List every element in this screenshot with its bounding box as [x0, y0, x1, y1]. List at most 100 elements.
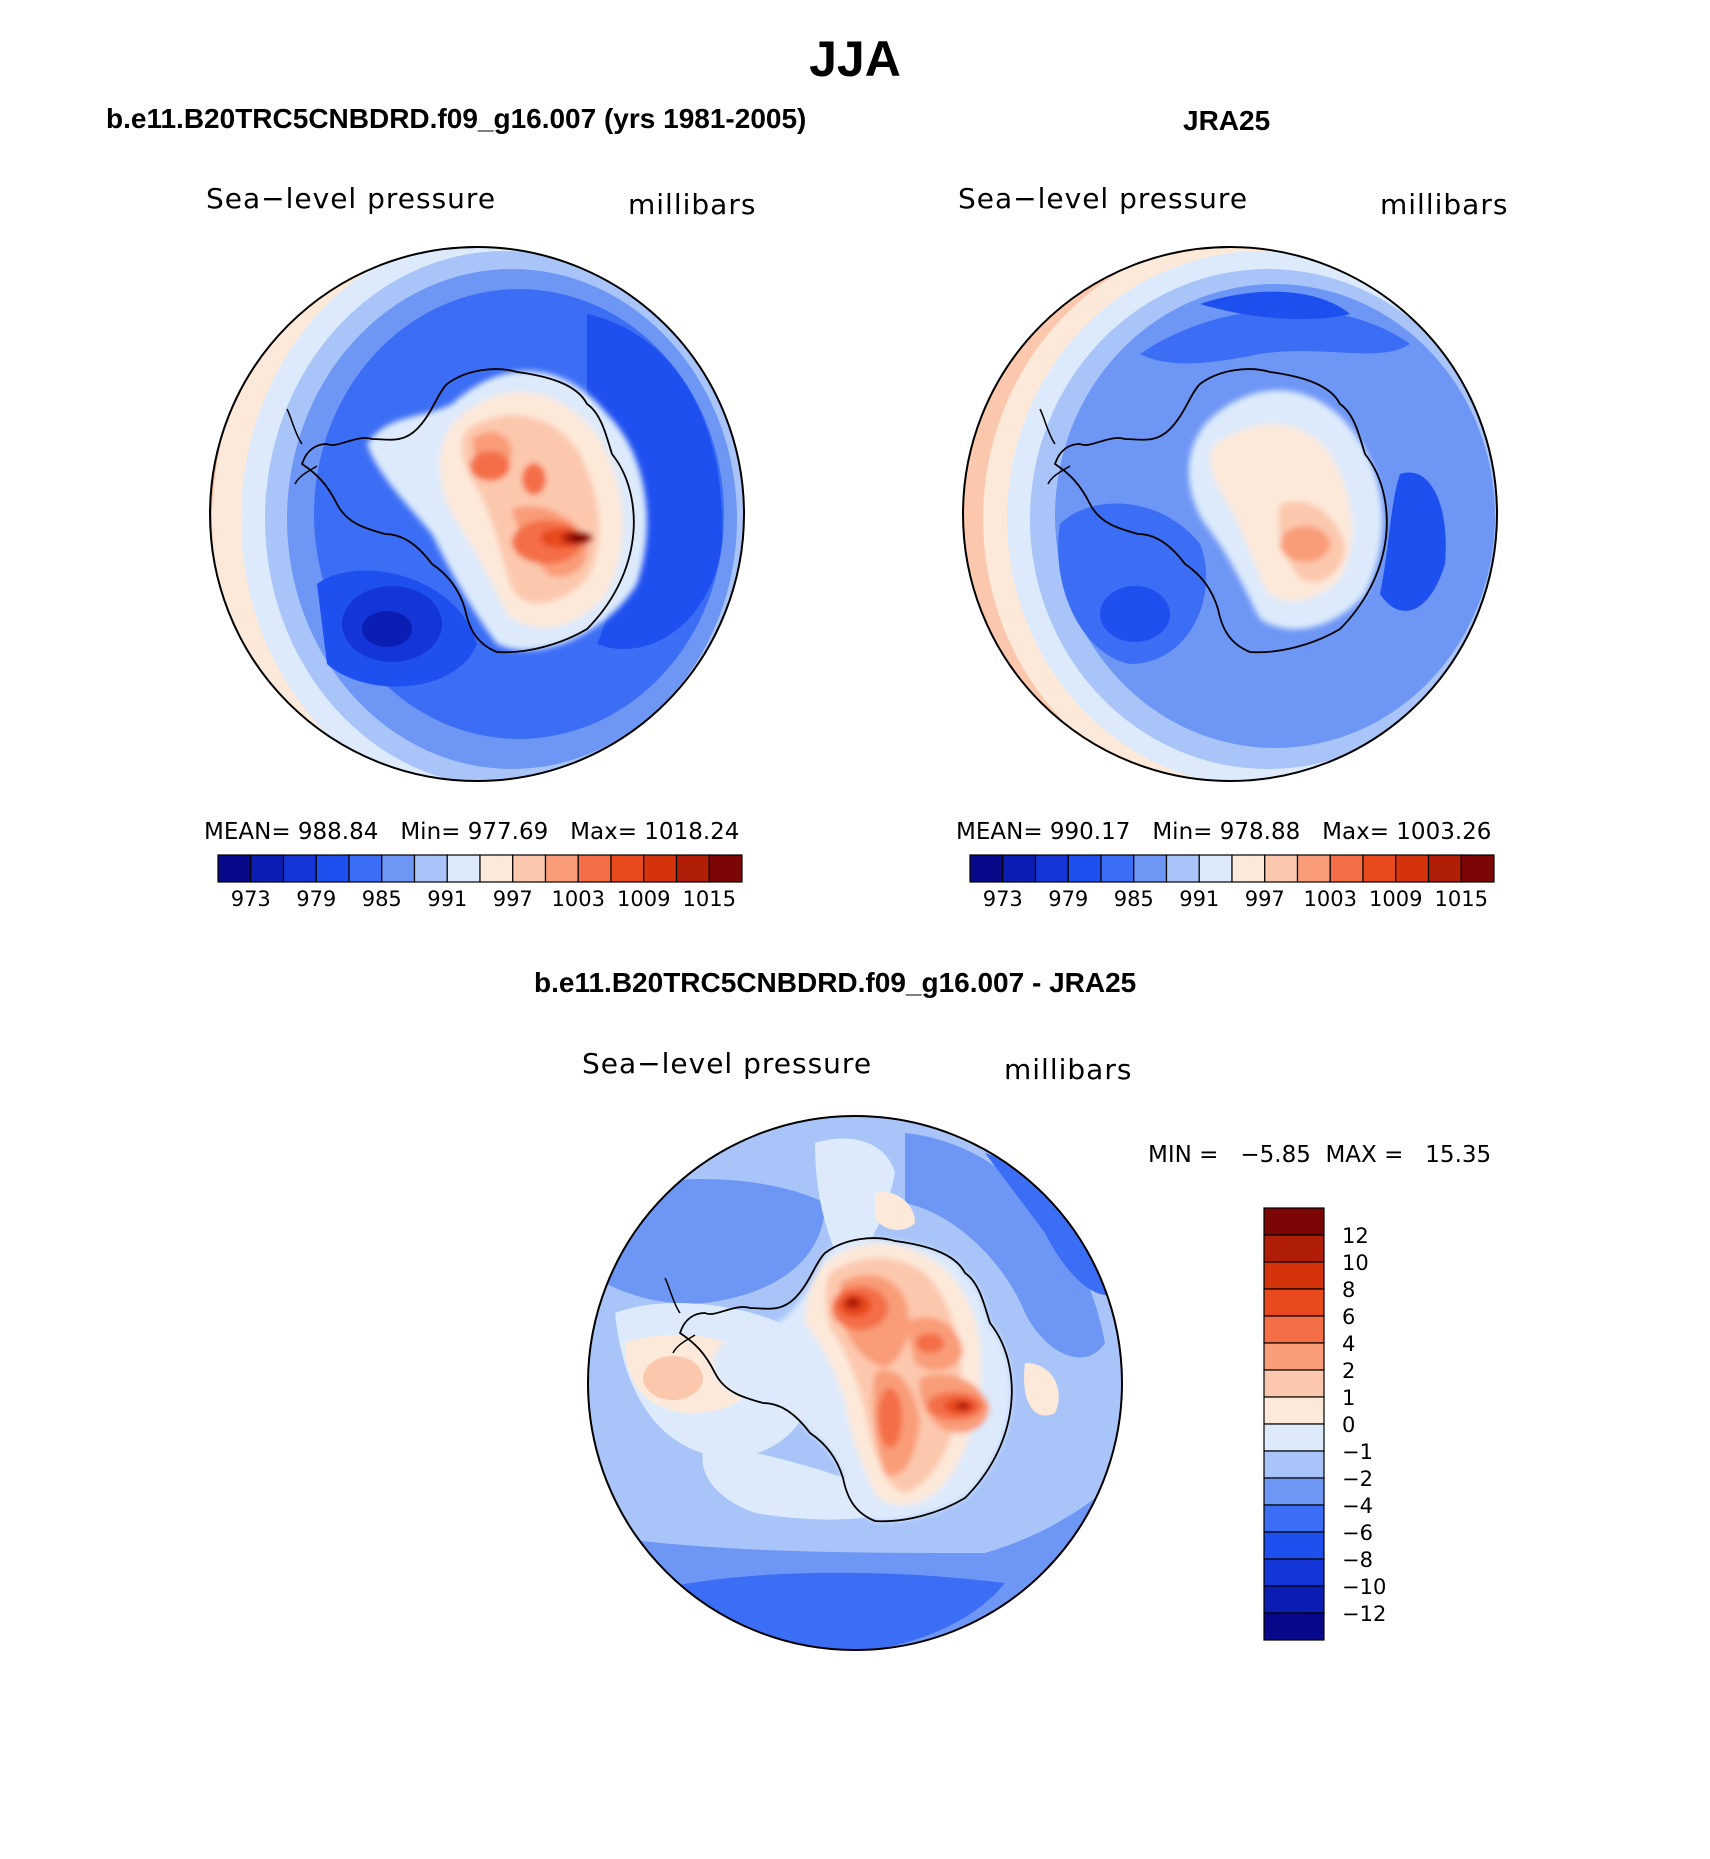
model-colorbar-box [577, 854, 612, 883]
obs-colorbar-box [1329, 854, 1364, 883]
obs-colorbar-box [1264, 854, 1299, 883]
obs-colorbar-box [1427, 854, 1462, 883]
model-colorbar: 973 979 985 991 997 1003 1009 1015 [217, 854, 743, 911]
diff-colorbar-tick-label: 10 [1342, 1251, 1369, 1275]
model-colorbar-box [282, 854, 317, 883]
model-max-label: Max= [570, 819, 637, 845]
model-colorbar-tick-label: 1003 [552, 887, 605, 911]
diff-colorbar-box [1263, 1315, 1325, 1344]
obs-max-value: 1003.26 [1396, 819, 1492, 845]
diff-colorbar-box [1263, 1585, 1325, 1614]
obs-mean-label: MEAN= [956, 819, 1043, 845]
diff-colorbar-tick-label: −2 [1342, 1467, 1373, 1491]
model-colorbar-ticks: 973 979 985 991 997 1003 1009 1015 [231, 887, 736, 911]
model-colorbar-box [544, 854, 579, 883]
model-colorbar-box [217, 854, 252, 883]
model-colorbar-box [479, 854, 514, 883]
diff-colorbar-box [1263, 1261, 1325, 1290]
model-colorbar-box [348, 854, 383, 883]
model-antarctica-coastline [300, 368, 635, 654]
model-mean-label: MEAN= [204, 819, 291, 845]
model-colorbar-box [708, 854, 743, 883]
diff-map-fill [588, 1116, 1122, 1650]
obs-field-label: Sea−level pressure [958, 182, 1249, 215]
diff-colorbar-tick-label: 6 [1342, 1305, 1355, 1329]
diff-colorbar-box [1263, 1342, 1325, 1371]
obs-colorbar-tick-label: 997 [1245, 887, 1285, 911]
diff-colorbar-tick-label: −10 [1342, 1575, 1386, 1599]
obs-colorbar-box [1133, 854, 1168, 883]
diff-colorbar-box [1263, 1612, 1325, 1641]
model-colorbar-box [446, 854, 481, 883]
model-colorbar-boxes [217, 854, 743, 883]
obs-colorbar-tick-label: 985 [1114, 887, 1154, 911]
model-colorbar-tick-label: 973 [231, 887, 271, 911]
obs-colorbar-box [1460, 854, 1495, 883]
model-colorbar-tick-label: 979 [296, 887, 336, 911]
obs-colorbar-tick-label: 1015 [1435, 887, 1488, 911]
model-min-value: 977.69 [467, 819, 549, 845]
obs-colorbar-box [1198, 854, 1233, 883]
model-colorbar-box [610, 854, 645, 883]
obs-min-label: Min= [1152, 819, 1213, 845]
model-field-label: Sea−level pressure [206, 182, 497, 215]
obs-colorbar-box [1296, 854, 1331, 883]
obs-max-label: Max= [1322, 819, 1389, 845]
obs-colorbar-tick-label: 991 [1179, 887, 1219, 911]
diff-colorbar-tick-label: −12 [1342, 1602, 1386, 1626]
diff-colorbar-tick-label: −1 [1342, 1440, 1373, 1464]
diff-colorbar-tick-label: 0 [1342, 1413, 1355, 1437]
diff-colorbar-box [1263, 1531, 1325, 1560]
obs-colorbar: 973 979 985 991 997 1003 1009 1015 [969, 854, 1495, 911]
diff-colorbar-tick-label: 12 [1342, 1224, 1369, 1248]
obs-colorbar-box [969, 854, 1004, 883]
diff-colorbar-box [1263, 1504, 1325, 1533]
obs-colorbar-tick-label: 1003 [1304, 887, 1357, 911]
diff-colorbar-tick-label: 1 [1342, 1386, 1355, 1410]
model-colorbar-box [512, 854, 547, 883]
diff-colorbar-box [1263, 1288, 1325, 1317]
model-colorbar-box [315, 854, 350, 883]
diff-colorbar-box [1263, 1234, 1325, 1263]
model-colorbar-tick-label: 991 [427, 887, 467, 911]
model-colorbar-box [675, 854, 710, 883]
obs-colorbar-tick-label: 1009 [1369, 887, 1422, 911]
model-map-fill [210, 247, 744, 781]
diff-colorbar-box [1263, 1207, 1325, 1236]
diff-colorbar-tick-label: −8 [1342, 1548, 1373, 1572]
model-colorbar-box [250, 854, 285, 883]
obs-colorbar-boxes [969, 854, 1495, 883]
model-mean-value: 988.84 [297, 819, 379, 845]
obs-colorbar-box [1002, 854, 1037, 883]
panel-left-title: b.e11.B20TRC5CNBDRD.f09_g16.007 (yrs 198… [106, 103, 807, 134]
obs-stats: MEAN= 990.17 Min= 978.88 Max= 1003.26 [956, 819, 1491, 845]
diff-map-border [587, 1115, 1123, 1651]
obs-colorbar-box [1100, 854, 1135, 883]
diff-field-label: Sea−level pressure [582, 1047, 873, 1080]
model-colorbar-box [381, 854, 416, 883]
diff-colorbar-box [1263, 1369, 1325, 1398]
obs-units-label: millibars [1380, 188, 1509, 221]
model-map-border [209, 246, 745, 782]
obs-colorbar-box [1231, 854, 1266, 883]
diff-units-label: millibars [1004, 1053, 1133, 1086]
diff-colorbar-box [1263, 1558, 1325, 1587]
diff-antarctica-coastline [678, 1237, 1013, 1523]
diff-slp-map [587, 1115, 1123, 1651]
obs-antarctica-coastline [1053, 368, 1388, 654]
obs-map-fill [963, 247, 1497, 781]
obs-colorbar-tick-label: 979 [1048, 887, 1088, 911]
obs-min-value: 978.88 [1219, 819, 1301, 845]
diff-colorbar-tick-label: 8 [1342, 1278, 1355, 1302]
diff-minmax-text: MIN = −5.85 MAX = 15.35 [1148, 1142, 1492, 1168]
obs-colorbar-box [1395, 854, 1430, 883]
diff-colorbar-box [1263, 1477, 1325, 1506]
obs-colorbar-box [1362, 854, 1397, 883]
diff-colorbar-tick-label: 4 [1342, 1332, 1355, 1356]
model-min-label: Min= [400, 819, 461, 845]
model-colorbar-tick-label: 997 [493, 887, 533, 911]
model-max-value: 1018.24 [644, 819, 740, 845]
obs-colorbar-box [1034, 854, 1069, 883]
obs-mean-value: 990.17 [1049, 819, 1131, 845]
